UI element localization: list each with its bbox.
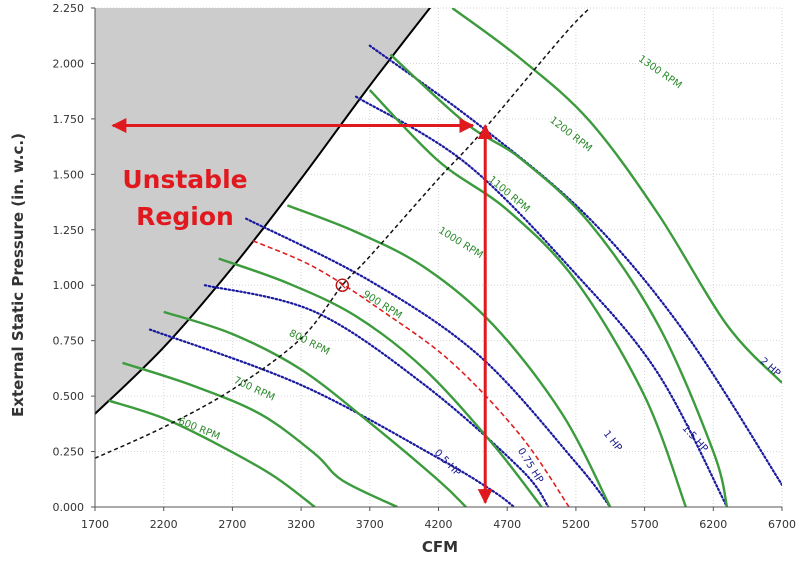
system-curve <box>95 8 591 459</box>
curves <box>95 8 782 507</box>
dashed-red-curve <box>252 240 570 507</box>
operating-point-cross <box>338 281 346 289</box>
unstable-region <box>95 8 432 415</box>
y-tick-label: 0.000 <box>53 501 85 514</box>
y-tick-label: 1.000 <box>53 279 85 292</box>
hp-curve <box>354 95 729 507</box>
y-tick-label: 1.500 <box>53 168 85 181</box>
hp-curve <box>148 328 516 507</box>
hp-curve <box>203 284 550 507</box>
unstable-region-label-line2: Region <box>136 202 234 231</box>
operating-point-marker <box>335 278 350 292</box>
unstable-region-boundary <box>95 8 432 415</box>
y-tick-label: 1.750 <box>53 113 85 126</box>
x-tick-label: 2700 <box>218 518 246 531</box>
x-tick-label: 4700 <box>493 518 521 531</box>
y-axis-title: External Static Pressure (in. w.c.) <box>9 133 27 417</box>
x-tick-label: 2200 <box>150 518 178 531</box>
x-tick-label: 3200 <box>287 518 315 531</box>
x-tick-label: 5700 <box>631 518 659 531</box>
hp-curve <box>245 217 612 507</box>
y-tick-label: 0.500 <box>53 390 85 403</box>
x-tick-label: 3700 <box>356 518 384 531</box>
rpm-curve <box>368 89 687 507</box>
unstable-region-fill <box>95 8 430 414</box>
unstable-region-label-line1: Unstable <box>122 165 247 194</box>
rpm-curve <box>286 204 612 507</box>
hp-curve <box>368 44 782 486</box>
y-tick-label: 2.250 <box>53 2 85 15</box>
rpm-curve <box>108 399 316 507</box>
rpm-curve <box>163 310 467 507</box>
y-tick-label: 2.000 <box>53 57 85 70</box>
y-tick-label: 0.750 <box>53 335 85 348</box>
x-tick-label: 1700 <box>81 518 109 531</box>
rpm-curve <box>218 257 543 507</box>
rpm-curve <box>451 8 782 384</box>
y-tick-label: 1.250 <box>53 224 85 237</box>
x-tick-label: 4200 <box>425 518 453 531</box>
x-tick-label: 6200 <box>699 518 727 531</box>
annotation-arrows <box>111 118 493 505</box>
x-tick-label: 5200 <box>562 518 590 531</box>
rpm-curve <box>122 361 398 507</box>
y-tick-label: 0.250 <box>53 446 85 459</box>
axes: 1700 2200 2700 3200 3700 4200 4700 5200 5700 6200… <box>53 2 797 531</box>
x-axis-title: CFM <box>422 538 458 556</box>
x-tick-label: 6700 <box>768 518 796 531</box>
